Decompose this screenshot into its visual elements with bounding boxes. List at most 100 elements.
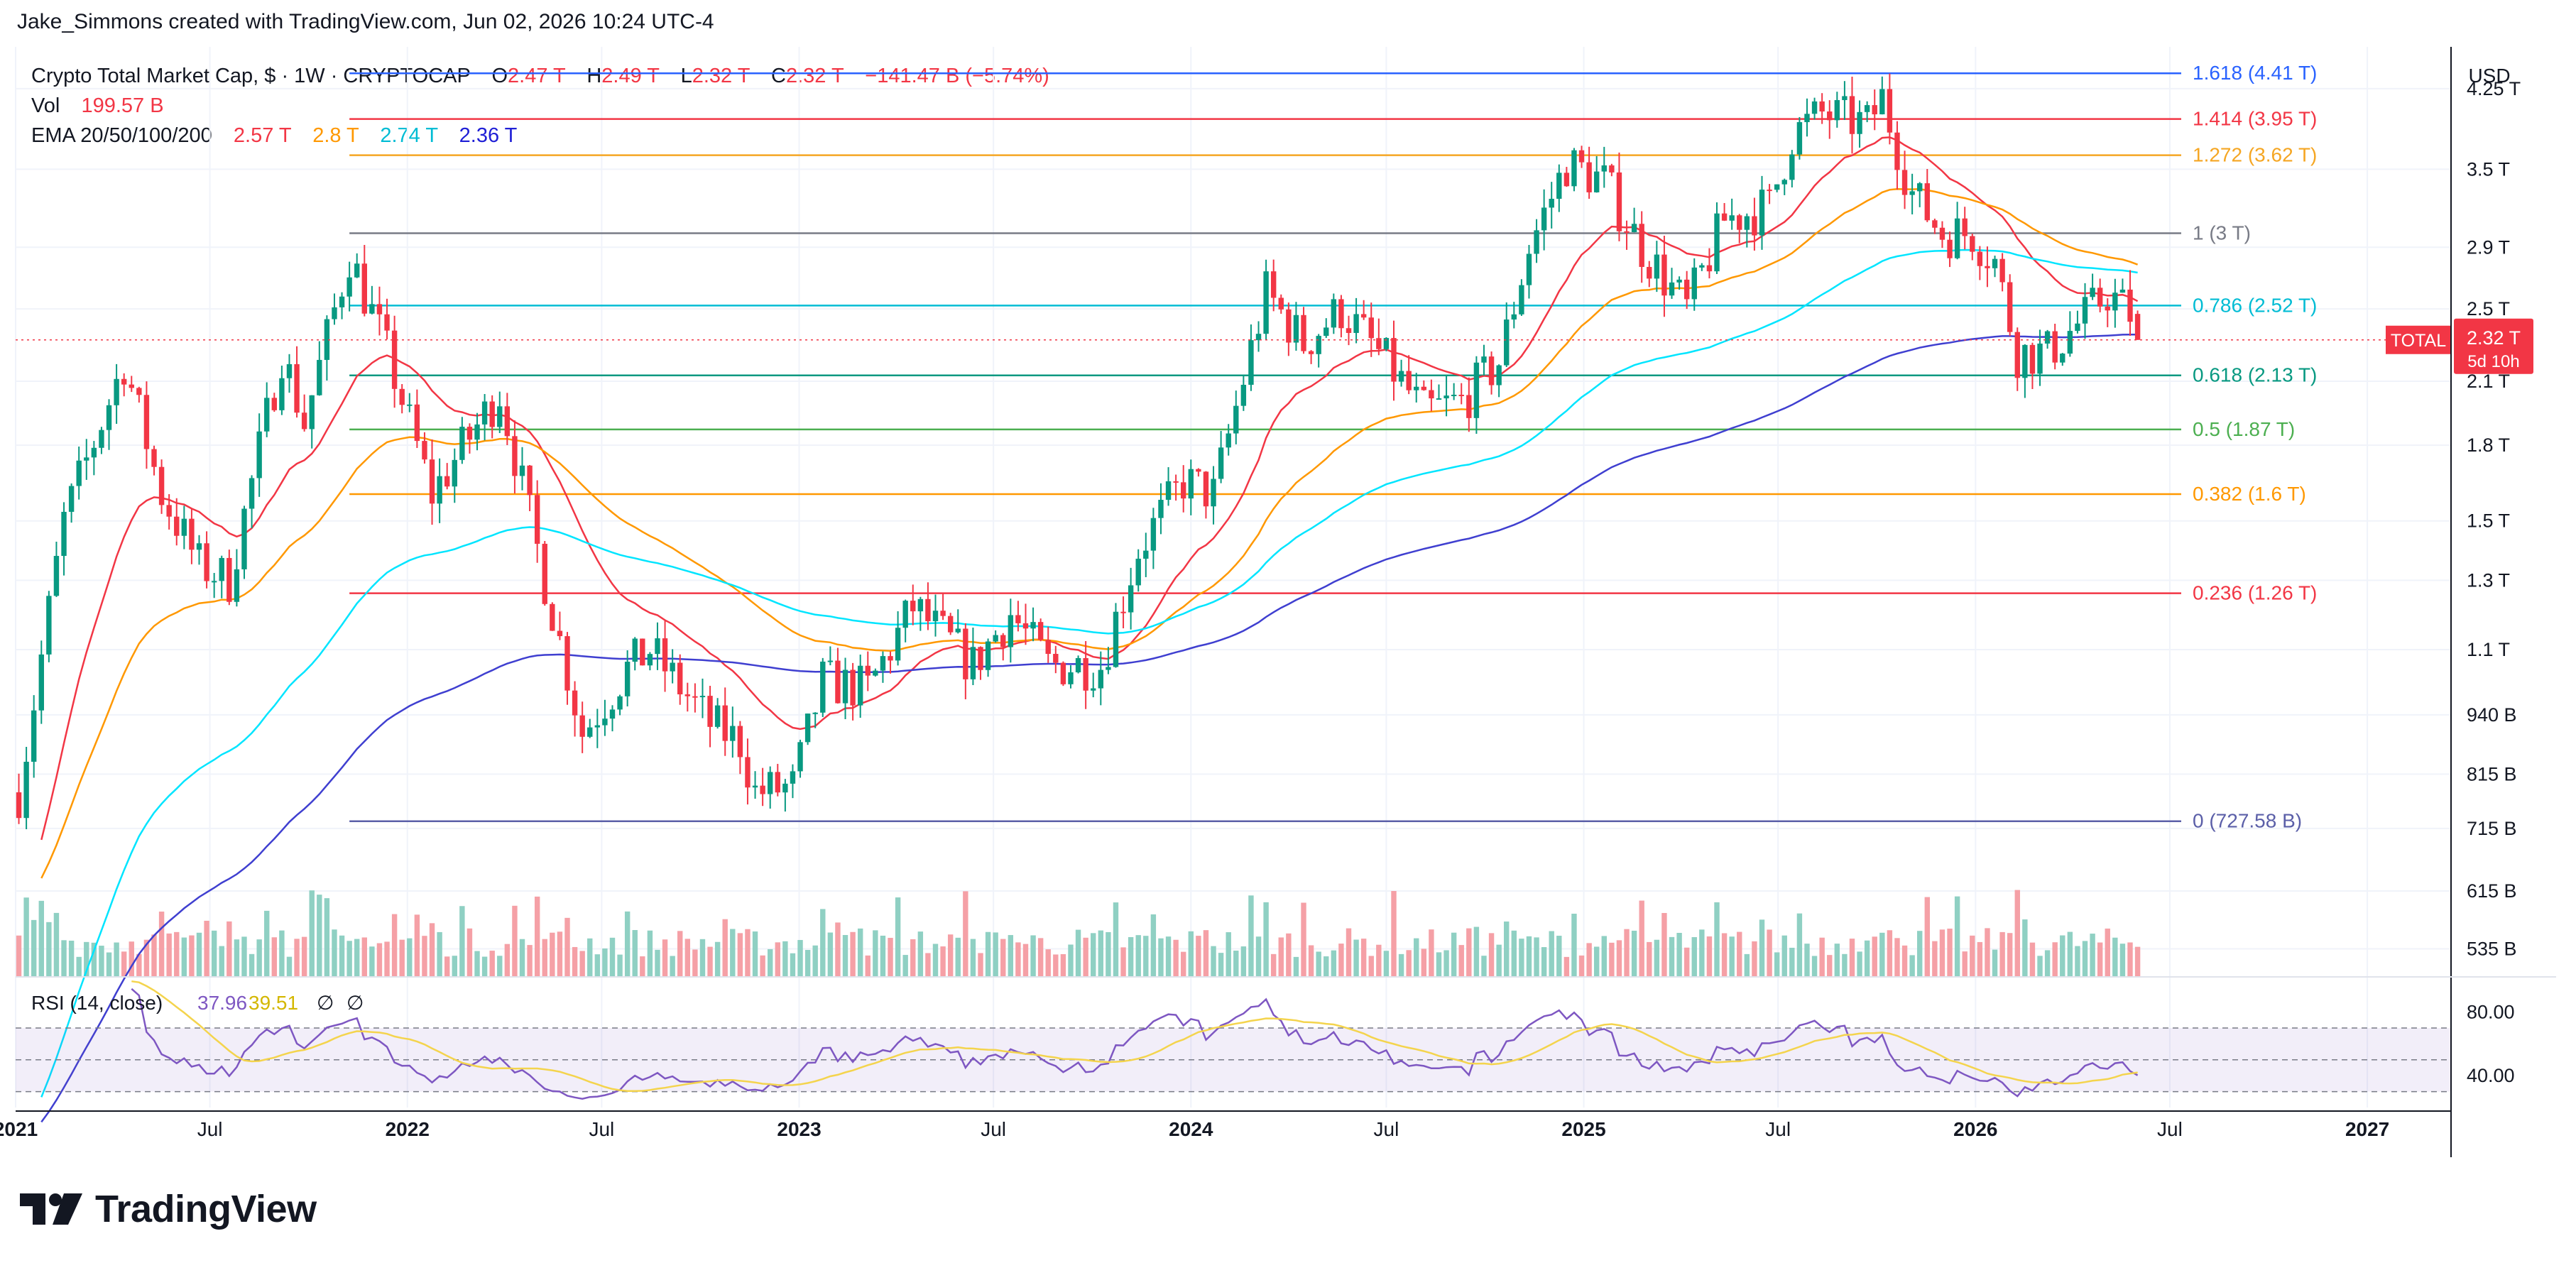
volume-bar [1406, 950, 1412, 977]
volume-bar [1091, 933, 1096, 977]
x-tick-label: Jul [981, 1118, 1006, 1140]
candle-body [1120, 611, 1126, 613]
volume-bar [151, 934, 157, 977]
volume-bar [346, 941, 352, 977]
volume-bar [1429, 929, 1434, 977]
candle-body [1962, 218, 1968, 236]
volume-bar [414, 914, 420, 977]
candle-body [617, 696, 623, 710]
volume-bar [970, 939, 976, 977]
volume-bar [1691, 936, 1697, 977]
volume-bar [1639, 900, 1644, 977]
volume-label[interactable]: Vol [31, 94, 60, 117]
candle-body [1098, 669, 1104, 689]
volume-bar [932, 944, 939, 977]
volume-bar [1398, 953, 1404, 977]
volume-bar [1068, 944, 1074, 977]
volume-bar [594, 954, 601, 977]
candle-body [1488, 356, 1495, 386]
candle-body [1721, 213, 1728, 221]
volume-bar [850, 931, 856, 977]
volume-bar [1647, 941, 1652, 977]
candle-body [2105, 306, 2110, 311]
symbol-row: Crypto Total Market Cap, $ · 1W · CRYPTO… [31, 61, 1049, 91]
volume-bar [1368, 956, 1374, 977]
candle-body [1639, 224, 1644, 267]
candle-body [2007, 282, 2013, 332]
ohlc-low-key: L [680, 65, 692, 87]
candle-body [684, 694, 691, 696]
volume-bar [1609, 942, 1615, 977]
volume-bar [1458, 945, 1464, 977]
volume-bar [1571, 913, 1577, 977]
candle-body [1586, 162, 1592, 192]
volume-bar [1924, 897, 1931, 977]
volume-bar [301, 936, 307, 977]
candle-body [106, 405, 112, 430]
volume-bar [339, 935, 345, 977]
volume-bar [324, 898, 330, 977]
volume-bar [1466, 928, 1472, 977]
candle-body [1263, 271, 1269, 334]
volume-bar [1165, 936, 1172, 977]
candle-body [699, 696, 706, 698]
volume-bar [309, 890, 315, 977]
volume-bar [662, 939, 668, 977]
volume-bar [2037, 956, 2043, 977]
candle-body [1683, 279, 1690, 300]
candle-body [68, 486, 75, 512]
ema-label[interactable]: EMA 20/50/100/200 [31, 124, 212, 147]
volume-bar [158, 912, 165, 977]
candle-body [1752, 216, 1757, 236]
volume-bar [1729, 936, 1735, 977]
candle-body [376, 304, 383, 315]
candle-body [804, 713, 811, 743]
tradingview-logo[interactable]: TradingView [20, 1187, 317, 1231]
candle-body [2044, 331, 2051, 344]
volume-bar [1113, 902, 1119, 977]
volume-bar [114, 942, 119, 977]
volume-bar [391, 914, 398, 977]
volume-bar [481, 956, 488, 977]
candle-body [1181, 482, 1186, 499]
candle-body [1255, 334, 1262, 341]
candle-body [1737, 215, 1742, 230]
candle-body [1977, 251, 1983, 266]
volume-bar [1015, 942, 1021, 977]
volume-bar [895, 897, 901, 977]
y-tick-label: 815 B [2467, 763, 2517, 784]
candle-body [2029, 344, 2036, 374]
candle-body [1932, 220, 1938, 228]
volume-bar [1060, 953, 1066, 977]
candle-body [294, 363, 300, 413]
candle-body [1504, 319, 1510, 366]
candle-body [1887, 89, 1893, 133]
volume-bar [1150, 914, 1157, 977]
candle-body [895, 628, 901, 661]
x-tick-label: 2021 [0, 1118, 38, 1140]
volume-bar [1526, 936, 1532, 977]
candle-body [211, 581, 217, 583]
candle-body [1473, 362, 1480, 418]
volume-bar [1504, 922, 1510, 977]
candle-body [1842, 96, 1848, 100]
candle-body [1872, 105, 1877, 115]
candle-body [317, 359, 322, 395]
volume-bar [1128, 936, 1134, 977]
volume-bar [902, 955, 908, 977]
volume-bar [910, 939, 916, 977]
candle-body [489, 401, 495, 427]
y-tick-label: 1.8 T [2467, 434, 2510, 456]
candle-body [1429, 390, 1434, 399]
volume-bar [1534, 937, 1539, 977]
volume-bar [1744, 953, 1750, 977]
volume-bar [1669, 936, 1675, 977]
y-tick-label: 535 B [2467, 938, 2517, 959]
symbol-title[interactable]: Crypto Total Market Cap, $ · 1W · CRYPTO… [31, 65, 471, 87]
candle-body [84, 457, 89, 461]
rsi-tick-label: 40.00 [2467, 1065, 2515, 1086]
currency-label: USD [2468, 65, 2510, 87]
candle-body [2090, 288, 2095, 297]
volume-bar [1894, 938, 1900, 977]
